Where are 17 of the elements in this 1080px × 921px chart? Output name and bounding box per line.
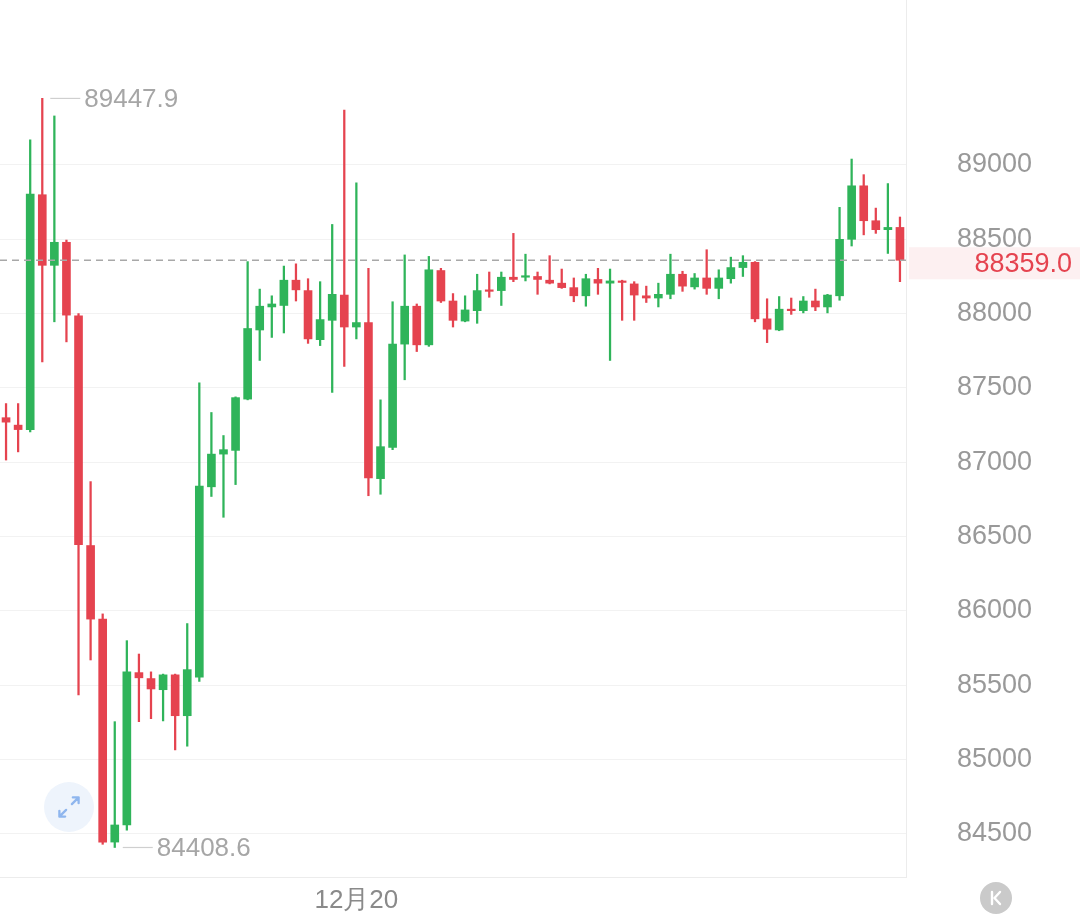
candlestick: [219, 435, 228, 518]
y-tick-label: 89000: [956, 148, 1033, 179]
y-tick-label: 88000: [956, 297, 1033, 328]
y-tick-label: 87500: [956, 371, 1033, 402]
y-tick-label: 86500: [956, 520, 1033, 551]
candlestick: [509, 233, 518, 283]
y-tick-label: 87000: [956, 445, 1033, 476]
y-tick-label: 85000: [956, 743, 1033, 774]
y-tick-label: 86000: [956, 594, 1033, 625]
x-tick-label: 12月20: [314, 883, 399, 914]
candlestick: [811, 288, 820, 311]
y-tick-label: 85500: [956, 668, 1033, 699]
annotation: 84408.6: [156, 831, 251, 862]
candlestick: [533, 271, 542, 295]
candlestick: [521, 253, 530, 282]
annotation: 89447.9: [84, 82, 179, 113]
y-tick-label: 84500: [956, 817, 1033, 848]
